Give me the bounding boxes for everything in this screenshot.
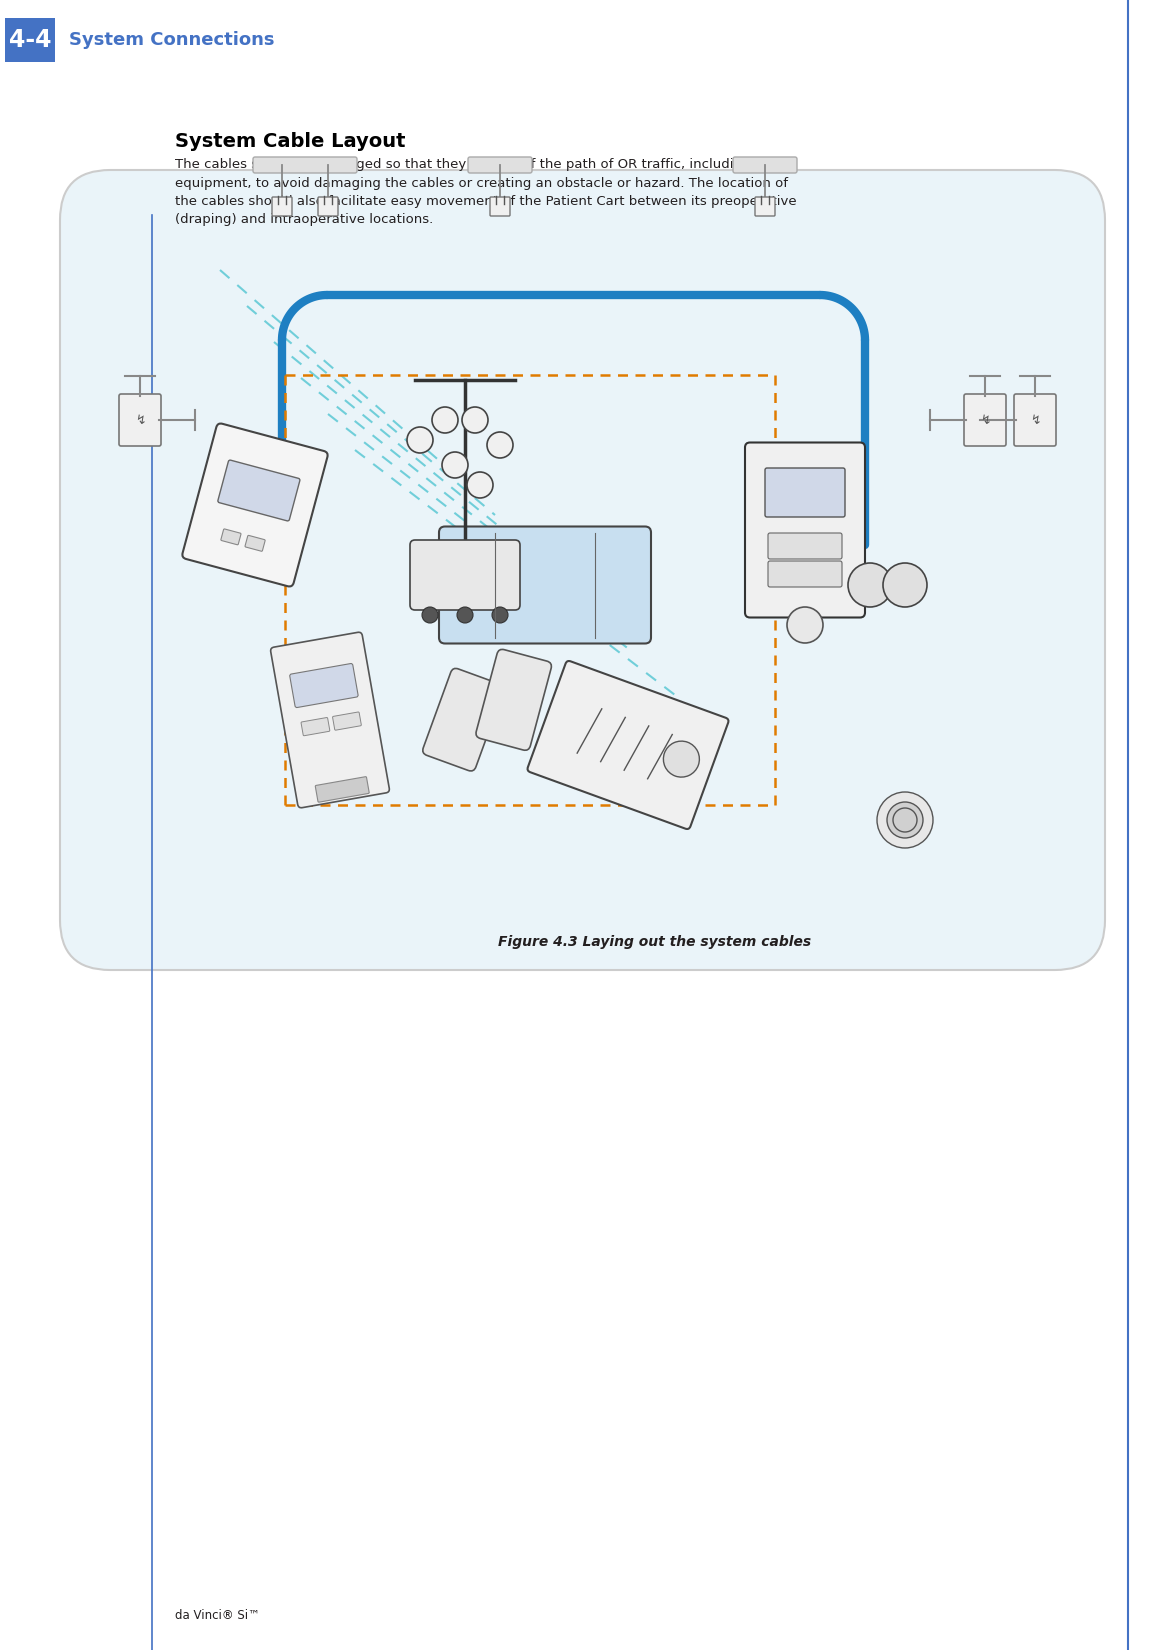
FancyBboxPatch shape	[468, 157, 532, 173]
FancyBboxPatch shape	[272, 196, 292, 216]
FancyBboxPatch shape	[1014, 394, 1056, 446]
FancyBboxPatch shape	[964, 394, 1006, 446]
Circle shape	[492, 607, 508, 624]
Circle shape	[849, 563, 892, 607]
Circle shape	[663, 741, 700, 777]
FancyBboxPatch shape	[733, 157, 797, 173]
FancyBboxPatch shape	[301, 718, 329, 736]
FancyBboxPatch shape	[490, 196, 510, 216]
FancyBboxPatch shape	[183, 424, 327, 586]
Text: System Connections: System Connections	[69, 31, 275, 50]
FancyBboxPatch shape	[318, 196, 338, 216]
Circle shape	[467, 472, 494, 498]
Circle shape	[893, 808, 917, 832]
Circle shape	[423, 607, 438, 624]
Text: ↯: ↯	[1030, 414, 1041, 426]
FancyBboxPatch shape	[439, 526, 651, 644]
FancyBboxPatch shape	[271, 632, 389, 808]
Text: The cables should be arranged so that they are out of the path of OR traffic, in: The cables should be arranged so that th…	[175, 158, 796, 226]
FancyBboxPatch shape	[315, 777, 369, 802]
Text: ↯: ↯	[135, 414, 146, 426]
FancyBboxPatch shape	[768, 533, 842, 559]
FancyBboxPatch shape	[218, 460, 300, 521]
FancyBboxPatch shape	[5, 18, 55, 63]
Text: 4-4: 4-4	[9, 28, 51, 53]
FancyBboxPatch shape	[290, 663, 359, 708]
FancyBboxPatch shape	[765, 469, 845, 516]
Circle shape	[883, 563, 927, 607]
Circle shape	[787, 607, 823, 644]
Circle shape	[876, 792, 934, 848]
Circle shape	[442, 452, 468, 478]
FancyBboxPatch shape	[527, 662, 729, 828]
FancyBboxPatch shape	[745, 442, 865, 617]
Circle shape	[487, 432, 513, 459]
FancyBboxPatch shape	[253, 157, 357, 173]
FancyBboxPatch shape	[221, 530, 241, 544]
Circle shape	[432, 408, 457, 432]
FancyBboxPatch shape	[119, 394, 161, 446]
FancyBboxPatch shape	[333, 713, 361, 731]
Circle shape	[457, 607, 473, 624]
FancyBboxPatch shape	[61, 170, 1105, 970]
FancyBboxPatch shape	[423, 668, 504, 771]
FancyBboxPatch shape	[246, 535, 265, 551]
FancyBboxPatch shape	[768, 561, 842, 587]
FancyBboxPatch shape	[410, 540, 520, 610]
FancyBboxPatch shape	[755, 196, 775, 216]
Circle shape	[462, 408, 488, 432]
Circle shape	[407, 427, 433, 454]
Text: da Vinci® Si™: da Vinci® Si™	[175, 1609, 260, 1622]
Text: Figure 4.3 Laying out the system cables: Figure 4.3 Laying out the system cables	[498, 936, 811, 949]
FancyBboxPatch shape	[476, 650, 552, 751]
Circle shape	[887, 802, 923, 838]
Text: System Cable Layout: System Cable Layout	[175, 132, 405, 152]
Text: ↯: ↯	[980, 414, 991, 426]
